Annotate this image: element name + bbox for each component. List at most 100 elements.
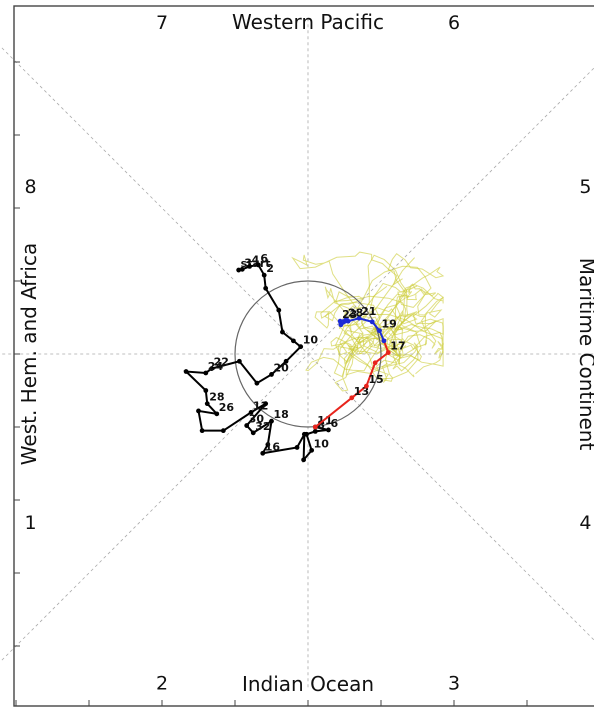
data-point <box>263 285 269 291</box>
axis-ticks <box>14 61 528 706</box>
data-point <box>301 457 307 463</box>
data-point <box>261 272 267 278</box>
data-point <box>309 447 315 453</box>
point-label: 16 <box>265 440 281 453</box>
data-point <box>265 442 271 447</box>
point-label: 20 <box>274 361 290 374</box>
point-label: 21 <box>361 305 376 318</box>
data-point <box>247 264 253 269</box>
ensemble-trace <box>291 251 403 341</box>
phase-label: 6 <box>448 12 460 34</box>
point-label: 18 <box>274 408 289 421</box>
data-point <box>369 319 375 325</box>
point-label: 23 <box>342 308 357 321</box>
point-label: 10 <box>314 437 330 450</box>
phase-label: 8 <box>25 176 37 198</box>
data-point <box>269 418 274 424</box>
data-point <box>283 358 289 364</box>
data-point <box>312 428 318 434</box>
data-point <box>312 424 318 430</box>
data-point <box>385 350 391 355</box>
data-point <box>338 322 344 328</box>
bottom-region-label: Indian Ocean <box>242 672 374 696</box>
data-point <box>239 266 245 272</box>
guide-antidiagonal <box>0 45 594 641</box>
point-label: 28 <box>209 391 224 404</box>
ensemble-trace <box>347 333 404 382</box>
data-point <box>244 423 250 428</box>
point-label: 6 <box>330 417 338 430</box>
data-point <box>214 411 220 417</box>
ensemble-trace <box>305 336 427 372</box>
phase-label: 2 <box>156 673 168 695</box>
point-label: 19 <box>382 318 397 331</box>
data-point <box>337 318 343 324</box>
data-point <box>250 430 256 436</box>
data-point <box>372 360 378 366</box>
ensemble-trace <box>335 305 422 372</box>
ensemble-trace <box>324 286 394 343</box>
data-point <box>203 370 209 376</box>
data-point <box>364 383 369 389</box>
data-point <box>280 329 285 335</box>
data-point <box>298 344 304 350</box>
phase-label: 5 <box>579 176 591 198</box>
ensemble-trace <box>387 253 445 332</box>
point-label: 3 <box>244 256 252 269</box>
data-point <box>377 328 382 334</box>
data-point <box>236 267 242 273</box>
data-point <box>255 262 261 268</box>
point-label: 17 <box>390 340 405 353</box>
data-point <box>199 428 205 434</box>
data-point <box>254 380 260 386</box>
data-point <box>248 410 254 415</box>
data-point <box>196 408 201 414</box>
ensemble-trace <box>362 292 444 346</box>
data-point <box>236 358 242 364</box>
phase-label: 3 <box>448 673 460 695</box>
point-label: 6 <box>260 252 268 265</box>
ensemble-trace <box>343 254 444 359</box>
data-point <box>356 315 362 321</box>
data-point <box>183 369 189 374</box>
right-region-label: Maritime Continent <box>575 258 594 451</box>
ensemble-trace <box>314 291 387 348</box>
ensemble-trace <box>382 283 444 335</box>
data-point <box>260 450 266 456</box>
data-point <box>349 395 355 401</box>
data-point <box>304 431 309 437</box>
point-label: 24 <box>208 360 224 373</box>
phase-label: 7 <box>156 12 168 34</box>
data-point <box>203 388 209 393</box>
top-region-label: Western Pacific <box>232 10 384 34</box>
data-point <box>209 366 215 371</box>
point-label: 15 <box>368 373 383 386</box>
data-point <box>263 401 269 407</box>
ensemble-traces <box>291 251 445 392</box>
series-line <box>183 263 329 463</box>
point-label: 4 <box>252 253 260 266</box>
point-label: 2 <box>266 262 274 275</box>
data-point <box>381 338 387 344</box>
ensemble-trace <box>352 320 437 361</box>
point-label: 8 <box>317 418 325 431</box>
point-label: 30 <box>249 413 265 426</box>
ensemble-trace <box>320 295 407 365</box>
point-label: 32 <box>255 420 270 433</box>
data-point <box>220 428 226 434</box>
guide-lines <box>0 18 594 690</box>
ensemble-trace <box>333 257 415 378</box>
left-region-label: West. Hem. and Africa <box>17 243 41 465</box>
unit-circle <box>234 280 382 428</box>
phase-label: 1 <box>25 512 37 534</box>
data-point <box>291 338 296 344</box>
point-label: 28 <box>348 307 363 320</box>
point-label: 22 <box>214 356 229 369</box>
data-point <box>294 445 300 450</box>
data-point <box>204 401 210 407</box>
